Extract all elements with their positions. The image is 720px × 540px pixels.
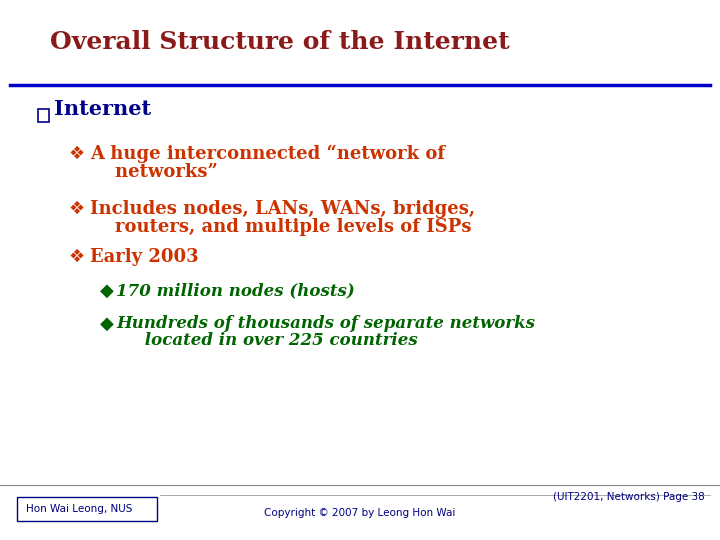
Text: Includes nodes, LANs, WANs, bridges,: Includes nodes, LANs, WANs, bridges, xyxy=(90,200,475,218)
Text: (UIT2201, Networks) Page 38: (UIT2201, Networks) Page 38 xyxy=(553,492,705,502)
Text: Overall Structure of the Internet: Overall Structure of the Internet xyxy=(50,30,510,54)
Text: A huge interconnected “network of: A huge interconnected “network of xyxy=(90,145,445,164)
Text: located in over 225 countries: located in over 225 countries xyxy=(116,332,418,349)
Text: routers, and multiple levels of ISPs: routers, and multiple levels of ISPs xyxy=(90,218,472,236)
FancyBboxPatch shape xyxy=(17,497,157,521)
Text: ❖: ❖ xyxy=(68,248,84,266)
FancyBboxPatch shape xyxy=(38,109,49,122)
Text: ❖: ❖ xyxy=(68,200,84,218)
Text: Hon Wai Leong, NUS: Hon Wai Leong, NUS xyxy=(26,504,132,514)
Text: ❖: ❖ xyxy=(68,145,84,163)
Text: ◆: ◆ xyxy=(100,282,114,300)
Text: Early 2003: Early 2003 xyxy=(90,248,199,266)
Text: Internet: Internet xyxy=(54,99,151,119)
Text: Copyright © 2007 by Leong Hon Wai: Copyright © 2007 by Leong Hon Wai xyxy=(264,508,456,518)
Text: Hundreds of thousands of separate networks: Hundreds of thousands of separate networ… xyxy=(116,315,535,332)
Text: ◆: ◆ xyxy=(100,315,114,333)
Text: 170 million nodes (hosts): 170 million nodes (hosts) xyxy=(116,282,355,299)
Text: networks”: networks” xyxy=(90,163,218,181)
